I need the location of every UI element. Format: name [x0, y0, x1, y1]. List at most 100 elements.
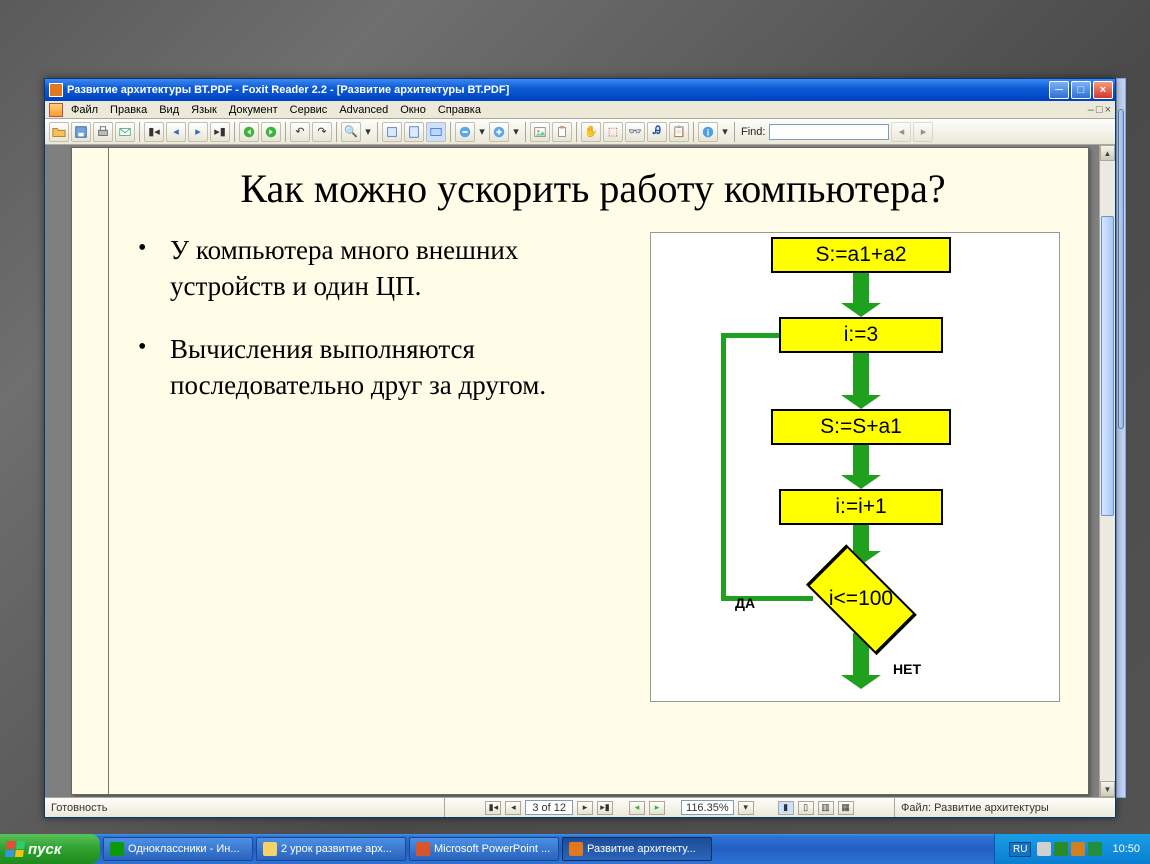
- taskbar-item[interactable]: Развитие архитекту...: [562, 837, 712, 861]
- sb-first-page-icon[interactable]: ▮◂: [485, 801, 501, 815]
- sb-zoom-dropdown-icon[interactable]: ▾: [738, 801, 754, 815]
- menu-document[interactable]: Документ: [223, 103, 284, 117]
- menu-language[interactable]: Язык: [185, 103, 223, 117]
- taskbar-item-icon: [416, 842, 430, 856]
- scroll-thumb[interactable]: [1101, 216, 1114, 516]
- clipboard-icon[interactable]: [552, 122, 572, 142]
- menu-advanced[interactable]: Advanced: [333, 103, 394, 117]
- tray-icon[interactable]: [1037, 842, 1051, 856]
- outer-scroll-thumb[interactable]: [1118, 109, 1124, 429]
- taskbar-item[interactable]: Одноклассники - Ин...: [103, 837, 253, 861]
- sb-prev-page-icon[interactable]: ◂: [505, 801, 521, 815]
- window-title: Развитие архитектуры ВТ.PDF - Foxit Read…: [67, 84, 1049, 96]
- taskbar-item[interactable]: Microsoft PowerPoint ...: [409, 837, 559, 861]
- sb-layout-single-icon[interactable]: ▮: [778, 801, 794, 815]
- mdi-minimize-button[interactable]: –: [1088, 104, 1094, 116]
- system-tray: RU 10:50: [994, 834, 1150, 864]
- maximize-button[interactable]: □: [1071, 81, 1091, 99]
- flowchart-arrow: [841, 273, 881, 317]
- zoom-in-icon[interactable]: [489, 122, 509, 142]
- open-icon[interactable]: [49, 122, 69, 142]
- fit-page-icon[interactable]: [404, 122, 424, 142]
- bullet-item: Вычисления выполняются последовательно д…: [134, 331, 638, 404]
- flowchart-process-box: S:=S+a1: [771, 409, 951, 445]
- print-icon[interactable]: [93, 122, 113, 142]
- zoom-in-dropdown-icon[interactable]: ▾: [511, 122, 521, 142]
- next-page-icon[interactable]: ▸: [188, 122, 208, 142]
- mdi-restore-button[interactable]: □: [1096, 104, 1103, 116]
- zoom-indicator[interactable]: 116.35%: [681, 800, 734, 815]
- hand-tool-icon[interactable]: ✋: [581, 122, 601, 142]
- start-button[interactable]: пуск: [0, 834, 100, 864]
- rotate-left-icon[interactable]: ↶: [290, 122, 310, 142]
- status-file: Файл: Развитие архитектуры: [895, 798, 1115, 817]
- outer-scrollbar[interactable]: [1116, 78, 1126, 798]
- flowchart-decision-diamond: i<=100: [791, 559, 931, 639]
- windows-taskbar: пуск Одноклассники - Ин... 2 урок развити…: [0, 834, 1150, 864]
- info-dropdown-icon[interactable]: ▾: [720, 122, 730, 142]
- forward-icon[interactable]: [261, 122, 281, 142]
- close-button[interactable]: ×: [1093, 81, 1113, 99]
- sb-layout-facing-icon[interactable]: ▥: [818, 801, 834, 815]
- page-indicator[interactable]: 3 of 12: [525, 800, 573, 815]
- svg-text:i: i: [707, 127, 709, 137]
- fit-width-icon[interactable]: [426, 122, 446, 142]
- save-icon[interactable]: [71, 122, 91, 142]
- menubar: Файл Правка Вид Язык Документ Сервис Adv…: [45, 101, 1115, 119]
- sb-layout-cont-facing-icon[interactable]: ▦: [838, 801, 854, 815]
- tray-icon[interactable]: [1054, 842, 1068, 856]
- app-icon: [49, 83, 63, 97]
- flowchart-branch-label: ДА: [735, 595, 755, 611]
- taskbar-item-label: 2 урок развитие арх...: [281, 843, 392, 855]
- menu-edit[interactable]: Правка: [104, 103, 153, 117]
- status-text: Готовность: [45, 798, 445, 817]
- foxit-reader-window: Развитие архитектуры ВТ.PDF - Foxit Read…: [44, 78, 1116, 818]
- menu-file[interactable]: Файл: [65, 103, 104, 117]
- sb-back-icon[interactable]: ◂: [629, 801, 645, 815]
- find-prev-icon[interactable]: ◂: [891, 122, 911, 142]
- zoom-out-icon[interactable]: [455, 122, 475, 142]
- menu-service[interactable]: Сервис: [284, 103, 334, 117]
- back-icon[interactable]: [239, 122, 259, 142]
- info-icon[interactable]: i: [698, 122, 718, 142]
- scroll-down-button[interactable]: ▼: [1100, 781, 1115, 797]
- select-tool-icon[interactable]: ⬚: [603, 122, 623, 142]
- sb-layout-continuous-icon[interactable]: ▯: [798, 801, 814, 815]
- flowchart: S:=a1+a2i:=3S:=S+a1i:=i+1i<=100ДАНЕТ: [650, 232, 1060, 702]
- rotate-right-icon[interactable]: ↷: [312, 122, 332, 142]
- find-next-icon[interactable]: ▸: [913, 122, 933, 142]
- bullet-list: У компьютера много внешних устройств и о…: [134, 232, 638, 702]
- sb-forward-icon[interactable]: ▸: [649, 801, 665, 815]
- sb-last-page-icon[interactable]: ▸▮: [597, 801, 613, 815]
- prev-page-icon[interactable]: ◂: [166, 122, 186, 142]
- vertical-scrollbar[interactable]: ▲ ▼: [1099, 145, 1115, 797]
- email-icon[interactable]: [115, 122, 135, 142]
- taskbar-item-icon: [569, 842, 583, 856]
- taskbar-item[interactable]: 2 урок развитие арх...: [256, 837, 406, 861]
- first-page-icon[interactable]: ▮◂: [144, 122, 164, 142]
- menu-help[interactable]: Справка: [432, 103, 487, 117]
- zoom-out-dropdown-icon[interactable]: ▾: [477, 122, 487, 142]
- menu-window[interactable]: Окно: [394, 103, 432, 117]
- scroll-track[interactable]: [1100, 161, 1115, 781]
- menu-view[interactable]: Вид: [153, 103, 185, 117]
- scroll-up-button[interactable]: ▲: [1100, 145, 1115, 161]
- zoom-tool-icon[interactable]: 🔍: [341, 122, 361, 142]
- titlebar[interactable]: Развитие архитектуры ВТ.PDF - Foxit Read…: [45, 79, 1115, 101]
- minimize-button[interactable]: ─: [1049, 81, 1069, 99]
- sb-next-page-icon[interactable]: ▸: [577, 801, 593, 815]
- last-page-icon[interactable]: ▸▮: [210, 122, 230, 142]
- mdi-close-button[interactable]: ×: [1105, 104, 1111, 116]
- clock: 10:50: [1108, 843, 1140, 855]
- annotation-icon[interactable]: 📋: [669, 122, 689, 142]
- image-tool-icon[interactable]: [530, 122, 550, 142]
- language-indicator[interactable]: RU: [1009, 842, 1031, 857]
- snapshot-icon[interactable]: 👓: [625, 122, 645, 142]
- zoom-dropdown-icon[interactable]: ▾: [363, 122, 373, 142]
- tray-icon[interactable]: [1088, 842, 1102, 856]
- actual-size-icon[interactable]: [382, 122, 402, 142]
- find-input[interactable]: [769, 124, 889, 140]
- tray-icon[interactable]: [1071, 842, 1085, 856]
- text-select-icon[interactable]: Ꭿ: [647, 122, 667, 142]
- flowchart-arrow: [841, 445, 881, 489]
